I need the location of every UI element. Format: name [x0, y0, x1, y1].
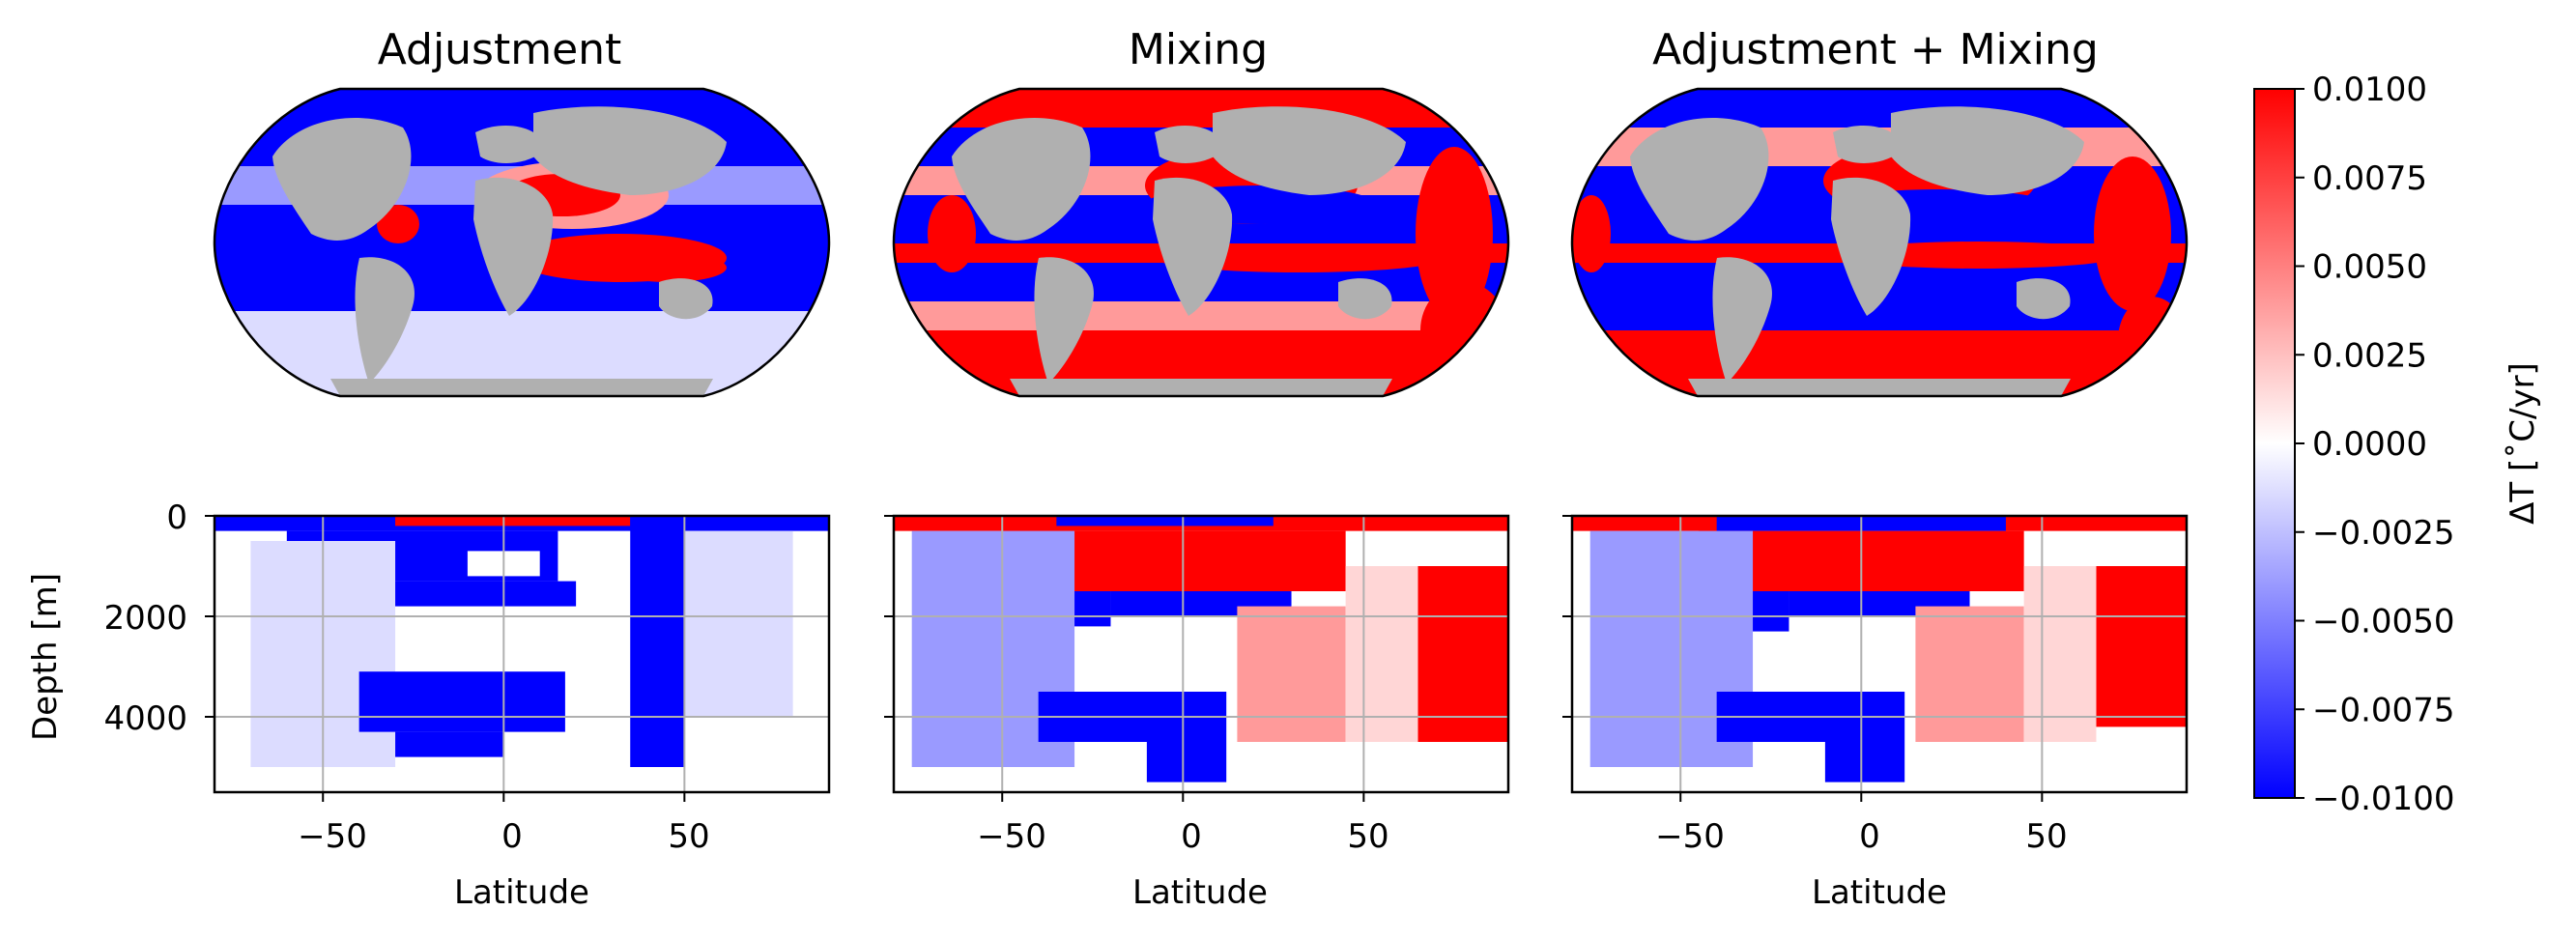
section-frame — [213, 514, 831, 794]
section-cell-block — [1237, 606, 1346, 742]
ocean-band — [894, 301, 1508, 330]
section-cell-block — [1056, 516, 1274, 526]
map-title-3: Adjustment + Mixing — [1652, 25, 2099, 74]
colorbar: 0.0100 0.0075 0.0050 0.0025 0.0000 −0.0025 −0.… — [2253, 71, 2542, 818]
section-1-xticks: −50 0 50 — [298, 817, 710, 856]
land-mass — [355, 257, 415, 384]
xtick-label: 0 — [1859, 817, 1880, 856]
ytick-label-4000: 4000 — [103, 699, 187, 738]
land-mass — [1712, 257, 1772, 384]
x-axis-label-3: Latitude — [1812, 873, 1947, 912]
section-3-xticks: −50 0 50 — [1655, 817, 2068, 856]
colorbar-tick-label: −0.0075 — [2312, 691, 2454, 729]
section-panel-adjustment — [205, 514, 831, 802]
section-cell-block — [684, 530, 793, 717]
section-cell-block — [1417, 566, 1508, 742]
colorbar-tick-label: −0.0050 — [2312, 603, 2454, 641]
land-mass — [1153, 177, 1233, 316]
anomaly-region — [2118, 297, 2186, 384]
x-axis-label-2: Latitude — [1132, 873, 1268, 912]
land-mass — [1891, 106, 2084, 195]
ytick-label-0: 0 — [166, 498, 187, 537]
section-cell-block — [630, 516, 685, 767]
ocean-band — [1572, 89, 2187, 128]
land-mass — [1155, 125, 1223, 163]
land-mass — [272, 118, 412, 241]
xtick-label: −50 — [298, 817, 367, 856]
land-mass — [473, 177, 554, 316]
section-2-xticks: −50 0 50 — [977, 817, 1389, 856]
colorbar-tick-label: 0.0050 — [2312, 248, 2427, 287]
colorbar-ticks: 0.0100 0.0075 0.0050 0.0025 0.0000 −0.0025 −0.… — [2295, 71, 2454, 818]
section-cell-block — [395, 731, 504, 757]
land-mass — [533, 106, 727, 195]
colorbar-label: ΔT [˚C/yr] — [2504, 362, 2542, 525]
section-1-yticks: 0 2000 4000 — [103, 498, 187, 738]
colorbar-tick-label: 0.0025 — [2312, 336, 2427, 375]
section-cell-block — [2096, 566, 2187, 727]
anomaly-region — [2094, 156, 2171, 311]
xtick-label: 0 — [501, 817, 523, 856]
xtick-label: 0 — [1181, 817, 1202, 856]
land-mass — [1010, 379, 1392, 396]
colorbar-tick-label: −0.0100 — [2312, 780, 2454, 818]
x-axis-label-1: Latitude — [454, 873, 589, 912]
section-cell-block — [358, 671, 565, 732]
land-mass — [1831, 177, 1911, 316]
land-mass — [1338, 278, 1392, 320]
land-mass — [1034, 257, 1094, 384]
xtick-label: 50 — [1347, 817, 1388, 856]
land-mass — [1688, 379, 2071, 396]
section-cell-block — [1146, 742, 1227, 782]
land-mass — [659, 278, 713, 320]
section-cell-block — [1345, 566, 1418, 742]
xtick-label: 50 — [2025, 817, 2067, 856]
colorbar-gradient — [2253, 88, 2296, 799]
section-cell-block — [1915, 606, 2024, 742]
map-panel-mixing — [892, 87, 1510, 398]
ytick-label-2000: 2000 — [103, 599, 187, 638]
map-panel-combined — [1570, 87, 2189, 398]
section-panel-mixing — [884, 514, 1510, 802]
land-mass — [1213, 106, 1406, 195]
map-title-1: Adjustment — [378, 25, 622, 74]
xtick-label: −50 — [1655, 817, 1725, 856]
section-cell-block — [395, 516, 631, 526]
map-title-2: Mixing — [1129, 25, 1268, 74]
section-cell-block — [2023, 566, 2097, 742]
colorbar-tick-label: 0.0100 — [2312, 71, 2427, 109]
map-outline — [213, 87, 831, 398]
land-mass — [1630, 118, 1769, 241]
xtick-label: 50 — [668, 817, 709, 856]
ocean-band — [894, 89, 1508, 128]
y-axis-label: Depth [m] — [26, 573, 65, 741]
section-frame — [892, 514, 1510, 794]
colorbar-tick-label: −0.0025 — [2312, 514, 2454, 553]
land-mass — [952, 118, 1091, 241]
land-mass — [330, 379, 713, 396]
colorbar-tick-label: 0.0075 — [2312, 159, 2427, 198]
land-mass — [2017, 278, 2071, 320]
map-panel-adjustment — [213, 87, 831, 398]
section-panel-combined — [1562, 514, 2189, 802]
anomaly-region — [611, 253, 727, 282]
land-mass — [475, 125, 544, 163]
section-frame — [1570, 514, 2189, 794]
anomaly-region — [1416, 147, 1493, 321]
ocean-band — [1572, 301, 2187, 330]
section-cell-block — [1824, 742, 1905, 782]
ocean-band — [215, 311, 829, 330]
map-outline — [1570, 87, 2189, 398]
anomaly-region — [928, 195, 976, 272]
land-mass — [1833, 125, 1902, 163]
colorbar-tick-label: 0.0000 — [2312, 425, 2427, 464]
anomaly-region — [377, 205, 419, 243]
map-outline — [892, 87, 1510, 398]
anomaly-region — [1420, 282, 1507, 379]
xtick-label: −50 — [977, 817, 1046, 856]
anomaly-region — [1572, 195, 1611, 272]
